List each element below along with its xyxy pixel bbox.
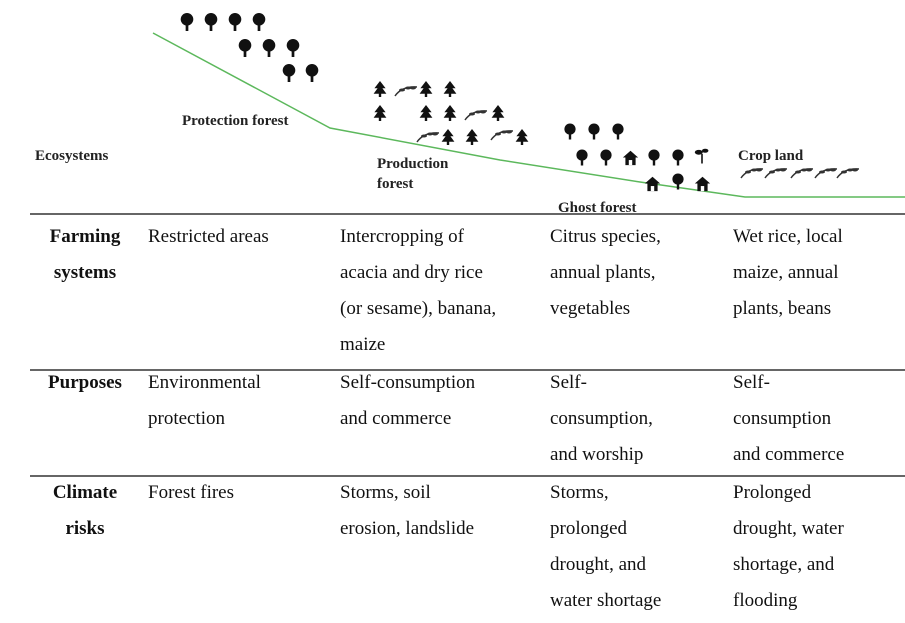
icon [441, 129, 455, 145]
zone-label: Protection forest [182, 113, 289, 129]
table-cell: Self- [550, 372, 587, 393]
icon [648, 149, 660, 166]
icon [740, 167, 764, 179]
row-header: systems [54, 262, 116, 283]
slope-line [152, 32, 905, 198]
icon [694, 176, 711, 192]
zone-label: Crop land [738, 148, 804, 164]
icon [790, 167, 814, 179]
icon [694, 147, 710, 165]
table-cell: drought, and [550, 554, 647, 575]
table-cell: maize [340, 334, 385, 355]
table-cell: Self-consumption [340, 372, 476, 393]
table-cell: consumption [733, 408, 832, 429]
row-header: risks [65, 518, 104, 539]
icon [262, 39, 276, 57]
icon [600, 149, 612, 166]
table-cell: and commerce [340, 408, 451, 429]
table-cell: Intercropping of [340, 226, 465, 247]
table-cell: plants, beans [733, 298, 831, 319]
table-cell: flooding [733, 590, 798, 611]
icon [588, 123, 600, 140]
zone-label: Ecosystems [35, 148, 108, 164]
table-cell: Wet rice, local [733, 226, 843, 247]
table-cell: consumption, [550, 408, 653, 429]
icon [491, 105, 505, 121]
table-cell: Forest fires [148, 482, 234, 503]
table-cell: and worship [550, 444, 643, 465]
icon [443, 81, 457, 97]
icon [238, 39, 252, 57]
icon [576, 149, 588, 166]
table-cell: water shortage [550, 590, 661, 611]
icon [490, 129, 514, 141]
icon [814, 167, 838, 179]
row-header: Farming [50, 226, 121, 247]
row-header: Purposes [48, 372, 122, 393]
table-cell: Storms, [550, 482, 609, 503]
table-cell: vegetables [550, 298, 630, 319]
icon [180, 13, 194, 31]
table-cell: Restricted areas [148, 226, 269, 247]
icon [419, 105, 433, 121]
icon [836, 167, 860, 179]
table-cell: and commerce [733, 444, 844, 465]
table-cell: maize, annual [733, 262, 839, 283]
icon [228, 13, 242, 31]
table-cell: erosion, landslide [340, 518, 474, 539]
table-cell: drought, water [733, 518, 844, 539]
row-header: Climate [53, 482, 117, 503]
icon [419, 81, 433, 97]
zone-label: forest [377, 176, 413, 192]
zone-label: Production [377, 156, 449, 172]
icon [394, 85, 418, 97]
icon [764, 167, 788, 179]
table-cell: acacia and dry rice [340, 262, 483, 283]
icon [465, 129, 479, 145]
icon [464, 109, 488, 121]
zone-label: Ghost forest [558, 200, 636, 216]
icon [443, 105, 457, 121]
table-cell: prolonged [550, 518, 628, 539]
icon [416, 131, 440, 143]
icon [305, 64, 319, 82]
icon [672, 149, 684, 166]
icon [286, 39, 300, 57]
table-cell: annual plants, [550, 262, 656, 283]
table-cell: Citrus species, [550, 226, 661, 247]
icon [564, 123, 576, 140]
icon [622, 150, 639, 166]
table-cell: Storms, soil [340, 482, 431, 503]
icon [373, 81, 387, 97]
table-cell: Prolonged [733, 482, 812, 503]
table-cell: (or sesame), banana, [340, 298, 496, 319]
icon [515, 129, 529, 145]
icon [282, 64, 296, 82]
icon [612, 123, 624, 140]
icon [204, 13, 218, 31]
icon [252, 13, 266, 31]
icon [373, 105, 387, 121]
table-cell: protection [148, 408, 226, 429]
table-cell: shortage, and [733, 554, 835, 575]
table-cell: Self- [733, 372, 770, 393]
table-cell: Environmental [148, 372, 261, 393]
